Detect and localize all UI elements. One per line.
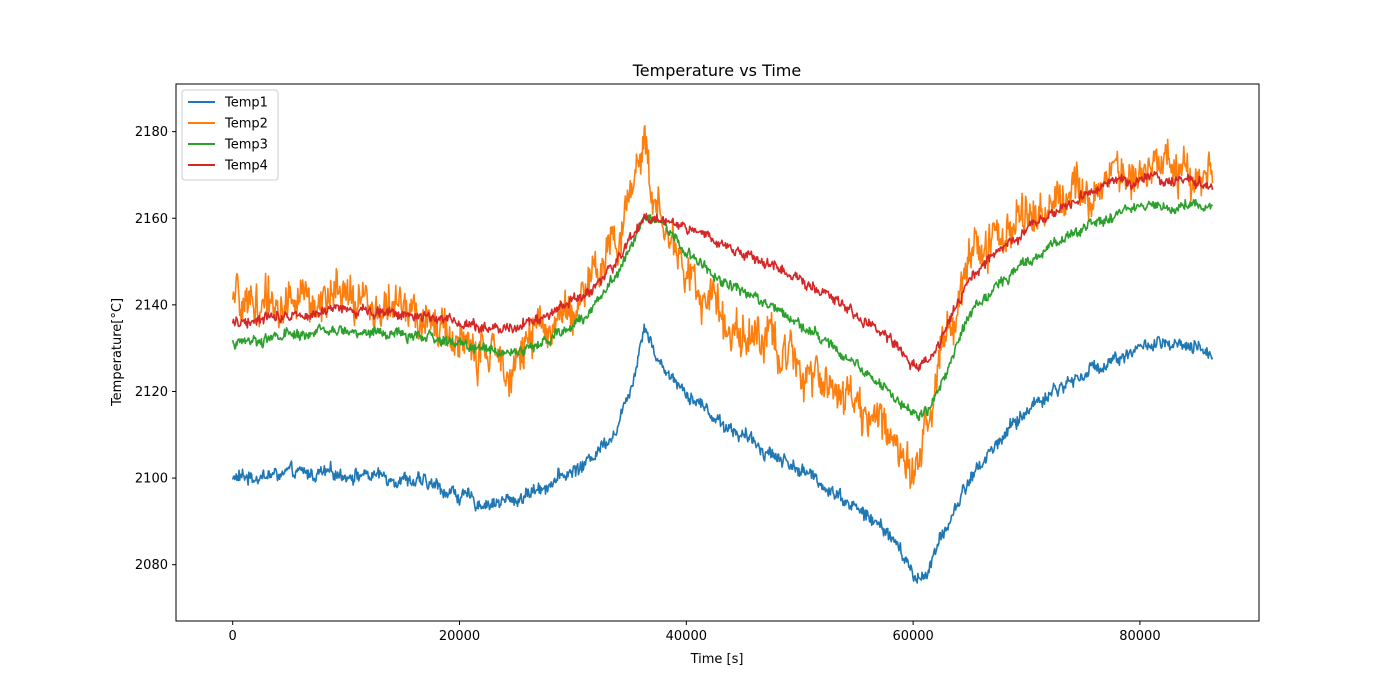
y-tick-label: 2140: [135, 298, 168, 313]
series-line-temp2: [231, 124, 1214, 489]
x-axis-label: Time [s]: [690, 652, 744, 667]
y-axis: 2080 2100 2120 2140 2160 2180: [135, 125, 176, 573]
series-layer: [231, 124, 1214, 584]
series-line-temp3: [231, 198, 1214, 422]
series-line-temp1: [231, 323, 1214, 584]
y-tick-label: 2180: [135, 125, 168, 140]
legend-entry: Temp3: [224, 138, 268, 153]
plot-frame: [175, 83, 1260, 622]
x-tick-label: 60000: [892, 629, 933, 644]
y-tick-label: 2100: [135, 472, 168, 487]
x-axis: 0 20000 40000 60000 80000: [229, 621, 1161, 644]
y-tick-label: 2120: [135, 385, 168, 400]
chart-title: Temperature vs Time: [632, 61, 801, 80]
y-axis-label: Temperature[°C]: [110, 298, 125, 407]
y-tick-label: 2080: [135, 558, 168, 573]
legend: Temp1 Temp2 Temp3 Temp4: [181, 89, 279, 181]
legend-entry: Temp4: [224, 159, 268, 174]
series-line-temp4: [231, 170, 1214, 372]
legend-entry: Temp1: [224, 96, 268, 111]
x-tick-label: 80000: [1119, 629, 1160, 644]
x-tick-label: 0: [229, 629, 237, 644]
y-tick-label: 2160: [135, 212, 168, 227]
x-tick-label: 40000: [666, 629, 707, 644]
legend-box: [181, 89, 279, 181]
x-tick-label: 20000: [439, 629, 480, 644]
legend-entry: Temp2: [224, 117, 268, 132]
